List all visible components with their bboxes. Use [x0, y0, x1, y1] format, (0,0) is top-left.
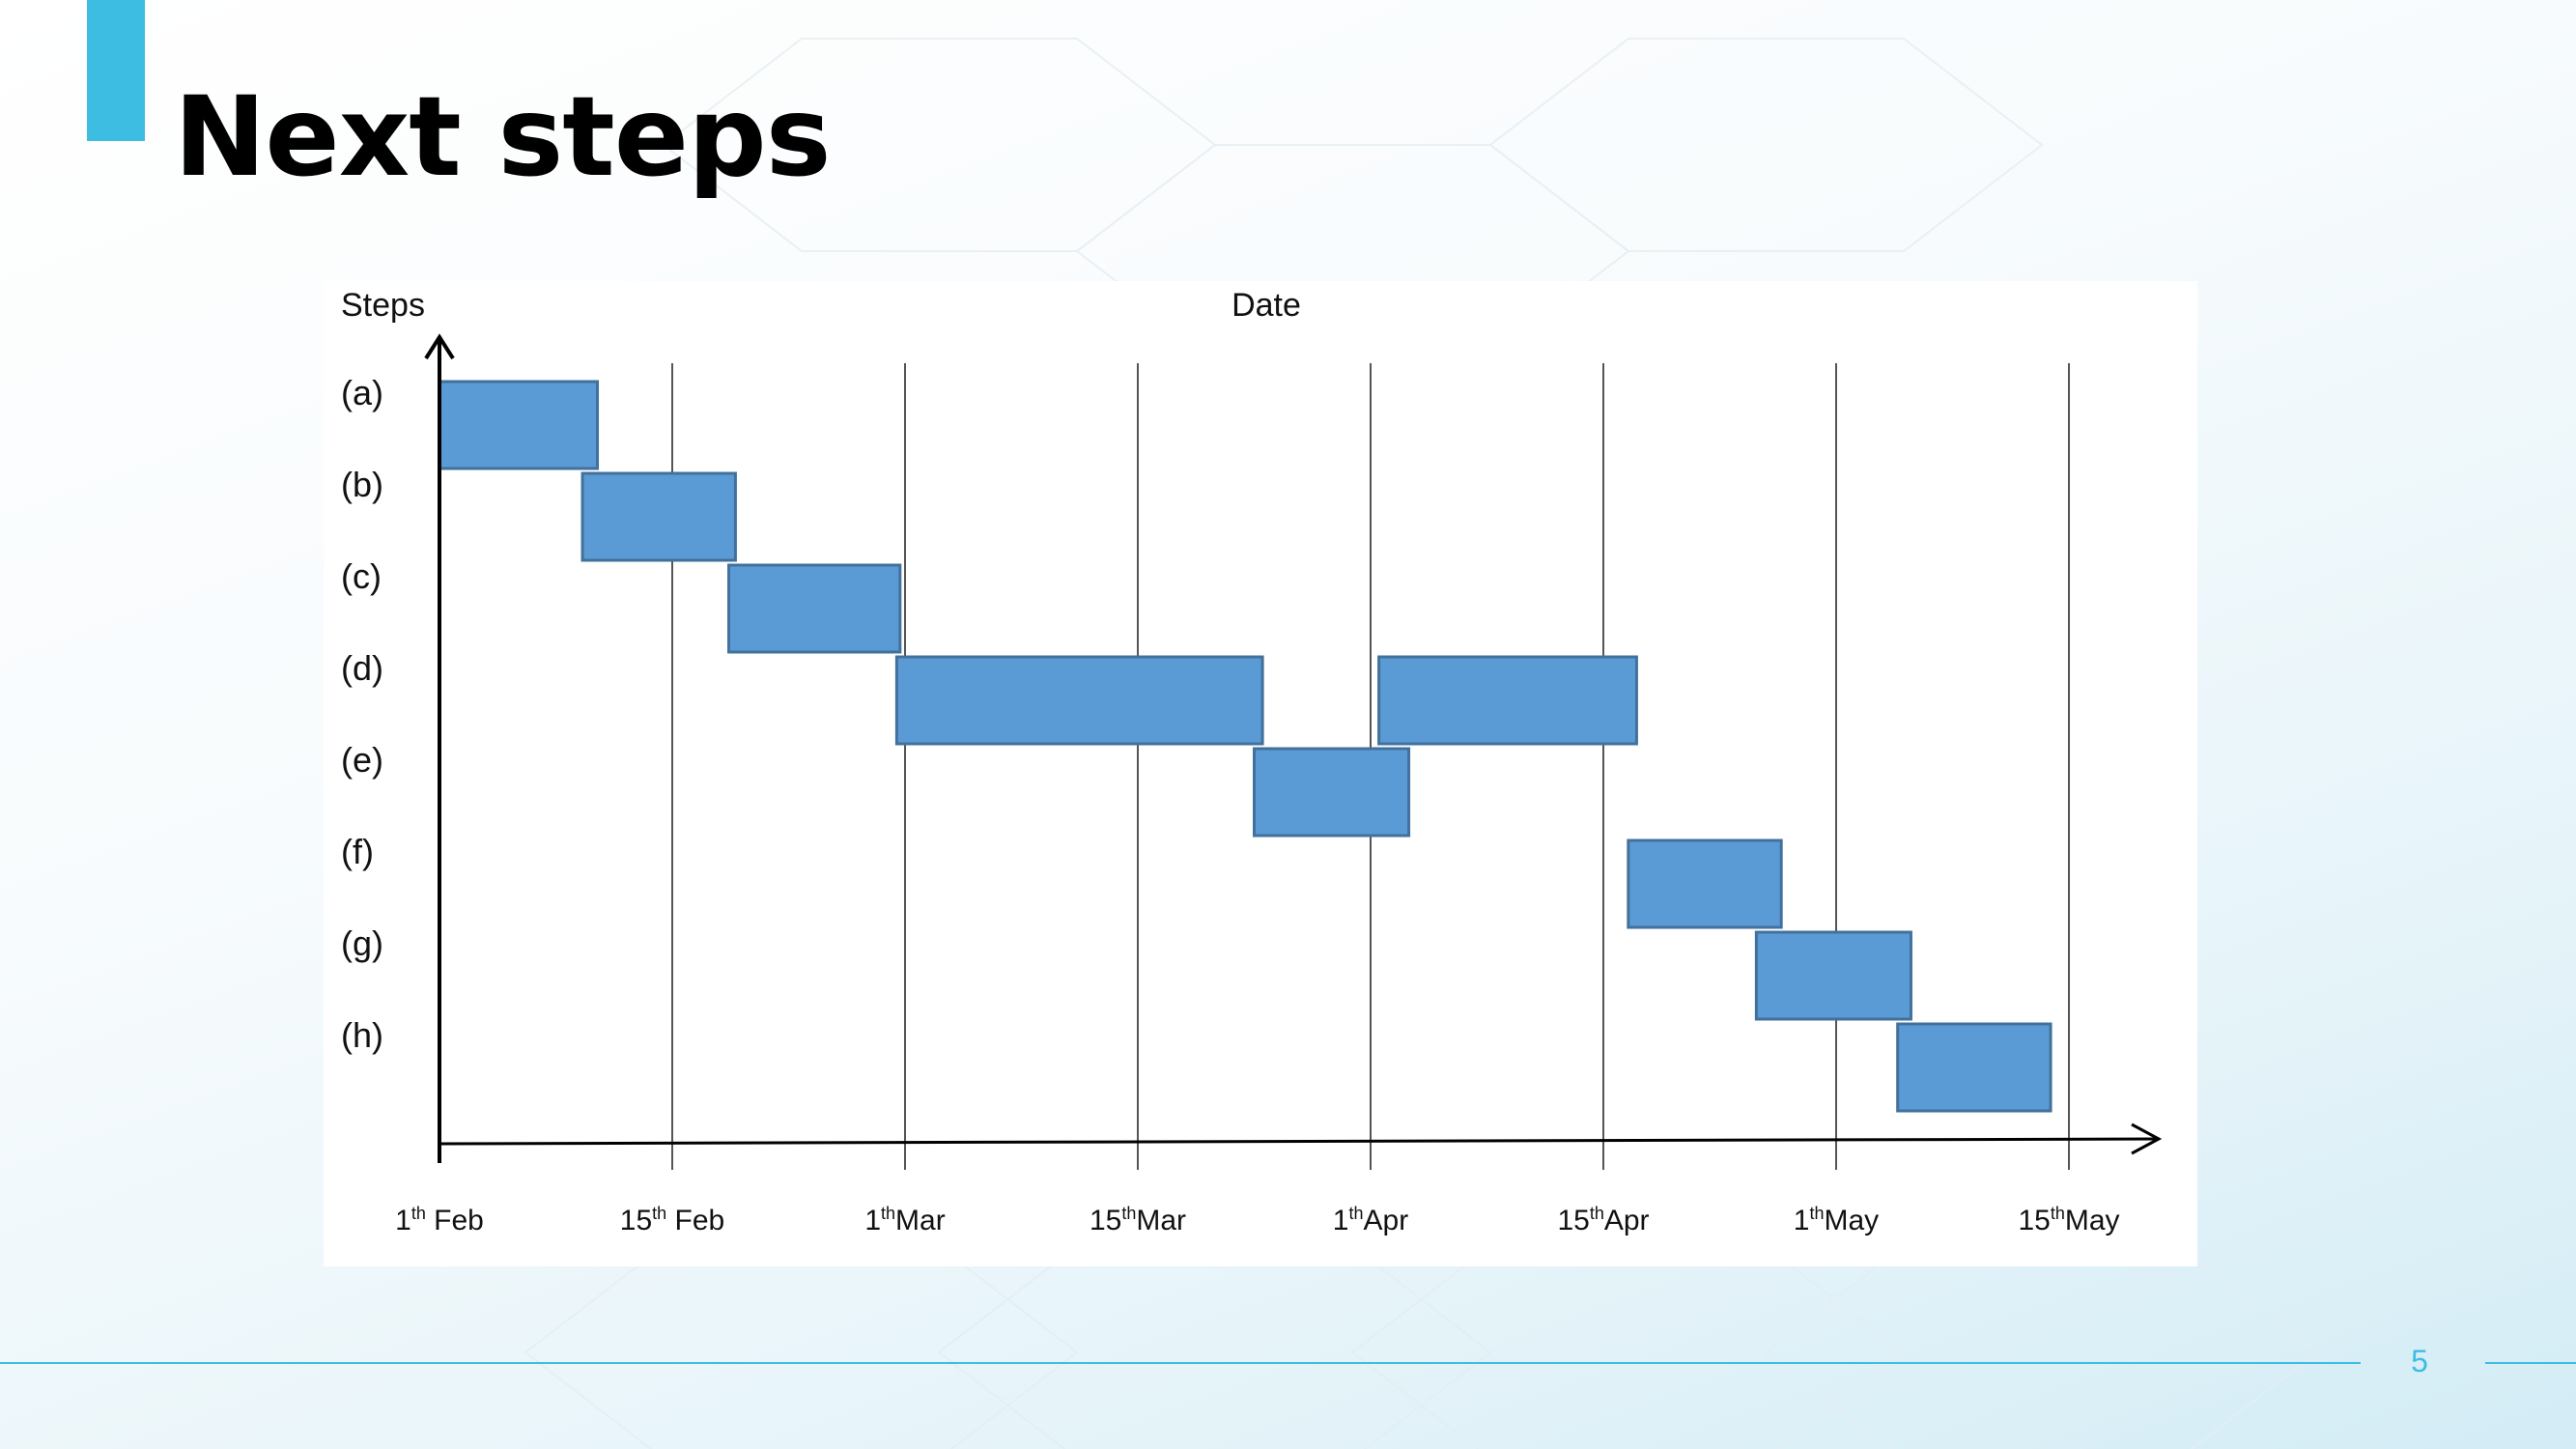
- y-axis-title: Steps: [341, 287, 425, 324]
- footer-divider-left: [0, 1362, 2361, 1364]
- gantt-bar-c: [727, 563, 902, 654]
- x-tick-label-2: 1thMar: [864, 1204, 945, 1236]
- step-label-e: (e): [341, 740, 383, 780]
- step-label-b: (b): [341, 465, 383, 504]
- gantt-bar-a: [438, 380, 600, 470]
- page-number: 5: [2411, 1344, 2428, 1378]
- x-tick-label-4: 1thApr: [1333, 1204, 1408, 1236]
- x-axis-arrowhead: [2131, 1122, 2163, 1155]
- x-tick-label-1: 15th Feb: [620, 1204, 724, 1236]
- x-tick-label-5: 15thApr: [1557, 1204, 1649, 1236]
- step-label-d: (d): [341, 648, 383, 688]
- gantt-bar-b: [580, 471, 737, 562]
- footer-divider-right: [2485, 1362, 2576, 1364]
- x-tick-label-6: 1thMay: [1794, 1204, 1879, 1236]
- x-axis-line: [439, 1137, 2160, 1146]
- gantt-chart-svg: Steps Date (a) (b) (c) (d) (e) (f) (g) (h) 1th Feb…: [341, 287, 2163, 1236]
- gantt-bar-f: [1627, 838, 1783, 929]
- gantt-chart: Steps Date (a) (b) (c) (d) (e) (f) (g) (h) 1th Feb…: [324, 281, 2197, 1266]
- y-axis-arrowhead: [424, 333, 455, 360]
- gantt-bar-g: [1754, 930, 1912, 1021]
- x-tick-label-0: 1th Feb: [395, 1204, 484, 1236]
- step-label-c: (c): [341, 556, 382, 596]
- x-tick-label-7: 15thMay: [2018, 1204, 2119, 1236]
- step-label-g: (g): [341, 923, 383, 963]
- step-label-f: (f): [341, 832, 374, 871]
- step-label-h: (h): [341, 1015, 383, 1055]
- step-label-a: (a): [341, 373, 383, 412]
- x-tick-label-3: 15thMar: [1090, 1204, 1186, 1236]
- x-axis-title: Date: [1231, 287, 1301, 324]
- gantt-bar-d-2: [1377, 655, 1638, 746]
- gantt-bar-d: [894, 655, 1264, 746]
- slide-title: Next steps: [174, 72, 832, 201]
- gantt-bar-h: [1896, 1022, 2052, 1113]
- title-accent-bar: [87, 0, 145, 141]
- gantt-bar-e: [1253, 747, 1411, 838]
